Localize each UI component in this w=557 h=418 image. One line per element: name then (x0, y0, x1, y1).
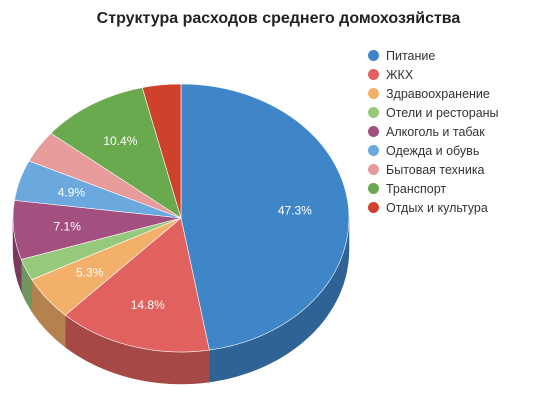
legend-label: Питание (386, 48, 436, 63)
legend-item-3[interactable]: Отели и рестораны (368, 103, 499, 122)
slice-label-0: 47.3% (278, 203, 312, 217)
legend-item-4[interactable]: Алкоголь и табак (368, 122, 499, 141)
legend-swatch (368, 69, 379, 80)
legend-swatch (368, 126, 379, 137)
legend-label: Отели и рестораны (386, 105, 499, 120)
legend-item-5[interactable]: Одежда и обувь (368, 141, 499, 160)
legend-label: Алкоголь и табак (386, 124, 485, 139)
pie-slice-0[interactable] (180, 83, 350, 351)
pie-top (12, 83, 350, 353)
pie-slice-1[interactable] (64, 217, 210, 353)
legend-item-7[interactable]: Транспорт (368, 179, 499, 198)
pie-side-walls (12, 217, 350, 385)
legend-swatch (368, 164, 379, 175)
legend-item-8[interactable]: Отдых и культура (368, 198, 499, 217)
legend-item-0[interactable]: Питание (368, 46, 499, 65)
legend-swatch (368, 145, 379, 156)
legend-item-6[interactable]: Бытовая техника (368, 160, 499, 179)
slice-label-5: 4.9% (58, 185, 86, 199)
slice-label-2: 5.3% (76, 266, 104, 280)
legend-swatch (368, 88, 379, 99)
chart-legend: Питание ЖКХ Здравоохранение Отели и рестора… (368, 46, 499, 217)
legend-swatch (368, 107, 379, 118)
legend-swatch (368, 202, 379, 213)
slice-label-1: 14.8% (131, 298, 165, 312)
legend-label: Отдых и культура (386, 200, 488, 215)
legend-swatch (368, 183, 379, 194)
slice-label-7: 10.4% (103, 134, 137, 148)
legend-item-2[interactable]: Здравоохранение (368, 84, 499, 103)
legend-label: ЖКХ (386, 67, 414, 82)
legend-swatch (368, 50, 379, 61)
legend-label: Здравоохранение (386, 86, 490, 101)
chart-title: Структура расходов среднего домохозяйств… (96, 10, 461, 27)
legend-label: Транспорт (386, 181, 447, 196)
legend-label: Бытовая техника (386, 162, 485, 177)
legend-item-1[interactable]: ЖКХ (368, 65, 499, 84)
legend-label: Одежда и обувь (386, 143, 480, 158)
pie-slice-8[interactable] (141, 83, 182, 219)
pie-slice-7[interactable] (50, 87, 182, 219)
slice-label-4: 7.1% (54, 219, 82, 233)
pie-labels: 47.3% 14.8% 5.3% 7.1% 4.9% 10.4% (54, 134, 313, 312)
